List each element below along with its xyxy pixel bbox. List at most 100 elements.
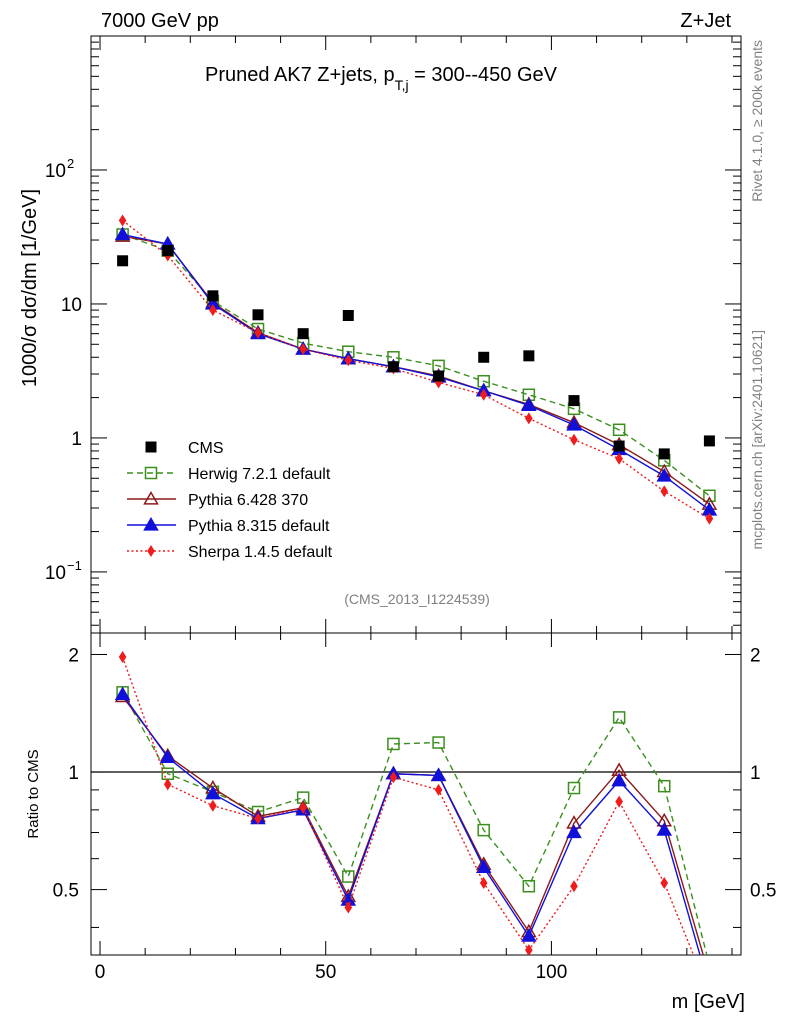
point-cms <box>433 370 445 382</box>
point-cms <box>297 328 309 340</box>
legend-marker-cms <box>145 441 157 453</box>
legend: CMS Herwig 7.2.1 default Pythia 6.428 370 P… <box>127 440 333 561</box>
y-tick-label: 10 <box>61 295 82 316</box>
point-pythia-8-315-default <box>521 397 537 411</box>
series-line-pythia-6-428-370 <box>122 235 710 505</box>
main-series <box>114 214 718 525</box>
y-tick-exponent: 2 <box>67 156 74 171</box>
ratio-point-sherpa-1-4-5-default <box>525 944 533 955</box>
point-sherpa-1-4-5-default <box>299 343 307 356</box>
legend-label-pythia-8-315-default: Pythia 8.315 default <box>188 518 330 535</box>
mcplots-label: mcplots.cern.ch [arXiv:2401.10621] <box>749 330 765 549</box>
ratio-point-sherpa-1-4-5-default <box>570 880 578 893</box>
legend-label-cms: CMS <box>188 440 224 457</box>
ratio-point-herwig-7-2-1-default <box>477 823 490 837</box>
point-sherpa-1-4-5-default <box>254 326 262 339</box>
point-herwig-7-2-1-default <box>612 423 626 437</box>
ratio-tick-label-right: 0.5 <box>750 881 776 902</box>
point-sherpa-1-4-5-default <box>705 512 714 525</box>
ratio-tick-label: 1 <box>68 763 79 784</box>
ratio-point-sherpa-1-4-5-default <box>434 783 443 796</box>
ratio-point-pythia-8-315-default <box>205 785 221 800</box>
ratio-axis-label: Ratio to CMS <box>25 749 42 838</box>
legend-marker-sherpa-1-4-5-default <box>147 545 155 557</box>
legend-marker-pythia-6-428-370 <box>143 490 159 505</box>
ratio-point-sherpa-1-4-5-default <box>479 876 488 889</box>
legend-marker-herwig-7-2-1-default <box>144 466 158 480</box>
ratio-point-sherpa-1-4-5-default <box>254 812 262 825</box>
legend-marker-pythia-8-315-default <box>143 516 159 531</box>
x-tick-label: 50 <box>315 962 336 983</box>
x-tick-label: 0 <box>95 962 106 983</box>
point-cms <box>568 395 580 407</box>
ratio-point-sherpa-1-4-5-default <box>615 795 623 808</box>
ratio-point-herwig-7-2-1-default <box>612 711 626 724</box>
x-tick-label: 100 <box>536 962 568 983</box>
y-tick-label: 10 <box>45 161 66 182</box>
ratio-line-pythia-6-428-370 <box>122 696 704 955</box>
point-sherpa-1-4-5-default <box>615 452 623 465</box>
point-pythia-8-315-default <box>656 467 673 482</box>
series-line-pythia-8-315-default <box>122 233 710 511</box>
point-cms <box>162 245 174 257</box>
ratio-series <box>114 651 716 981</box>
ratio-point-pythia-8-315-default <box>159 749 176 764</box>
y-axis-label: 1000/σ dσ/dm [1/GeV] <box>19 189 41 387</box>
ratio-point-herwig-7-2-1-default <box>387 737 400 751</box>
ratio-point-sherpa-1-4-5-default <box>299 801 307 814</box>
ratio-point-pythia-8-315-default <box>114 686 131 701</box>
point-cms <box>478 351 490 363</box>
ratio-point-pythia-6-428-370 <box>703 970 716 981</box>
process-label: Z+Jet <box>680 10 731 32</box>
point-herwig-7-2-1-default <box>703 489 716 503</box>
ratio-point-sherpa-1-4-5-default <box>389 771 398 784</box>
ratio-tick-label: 0.5 <box>53 881 79 902</box>
legend-label-pythia-6-428-370: Pythia 6.428 370 <box>188 492 308 509</box>
point-cms <box>342 310 354 322</box>
ratio-point-pythia-8-315-default <box>656 822 673 836</box>
y-tick-label: 10 <box>45 563 66 584</box>
point-sherpa-1-4-5-default <box>660 485 669 498</box>
x-axis-label: m [GeV] <box>672 991 745 1013</box>
ratio-point-herwig-7-2-1-default <box>658 779 671 793</box>
point-cms <box>658 448 670 460</box>
point-cms <box>613 440 625 452</box>
legend-label-herwig-7-2-1-default: Herwig 7.2.1 default <box>188 466 331 483</box>
point-cms <box>523 350 535 362</box>
rivet-label: Rivet 4.1.0, ≥ 200k events <box>749 40 765 202</box>
legend-label-sherpa-1-4-5-default: Sherpa 1.4.5 default <box>188 544 333 561</box>
point-cms <box>117 255 129 267</box>
ratio-point-herwig-7-2-1-default <box>567 781 581 795</box>
ratio-tick-label-right: 1 <box>750 763 761 784</box>
point-cms <box>252 309 264 321</box>
ratio-point-sherpa-1-4-5-default <box>209 799 217 812</box>
ratio-point-sherpa-1-4-5-default <box>118 651 127 664</box>
analysis-id: (CMS_2013_I1224539) <box>344 591 490 607</box>
point-pythia-8-315-default <box>114 226 131 241</box>
ratio-point-herwig-7-2-1-default <box>432 736 445 749</box>
ratio-point-pythia-8-315-default <box>475 859 492 873</box>
ratio-point-sherpa-1-4-5-default <box>344 901 353 914</box>
ratio-point-pythia-8-315-default <box>611 772 627 787</box>
point-cms <box>387 361 399 373</box>
ratio-point-sherpa-1-4-5-default <box>163 778 172 791</box>
ratio-tick-label: 2 <box>68 645 79 666</box>
ratio-line-pythia-8-315-default <box>122 694 701 955</box>
ratio-point-herwig-7-2-1-default <box>342 870 355 883</box>
point-cms <box>207 290 219 302</box>
point-sherpa-1-4-5-default <box>118 214 127 227</box>
point-sherpa-1-4-5-default <box>344 354 353 367</box>
ratio-point-pythia-8-315-default <box>566 824 582 839</box>
point-sherpa-1-4-5-default <box>209 304 217 317</box>
y-tick-exponent: −1 <box>67 558 82 573</box>
ratio-point-sherpa-1-4-5-default <box>660 876 669 889</box>
plot-title: Pruned AK7 Z+jets, pT,j = 300--450 GeV <box>205 64 558 93</box>
ratio-tick-label-right: 2 <box>750 645 761 666</box>
point-sherpa-1-4-5-default <box>479 388 488 401</box>
ratio-point-herwig-7-2-1-default <box>704 960 715 971</box>
series-line-sherpa-1-4-5-default <box>122 219 710 520</box>
point-cms <box>703 435 715 447</box>
beam-label: 7000 GeV pp <box>101 10 219 32</box>
